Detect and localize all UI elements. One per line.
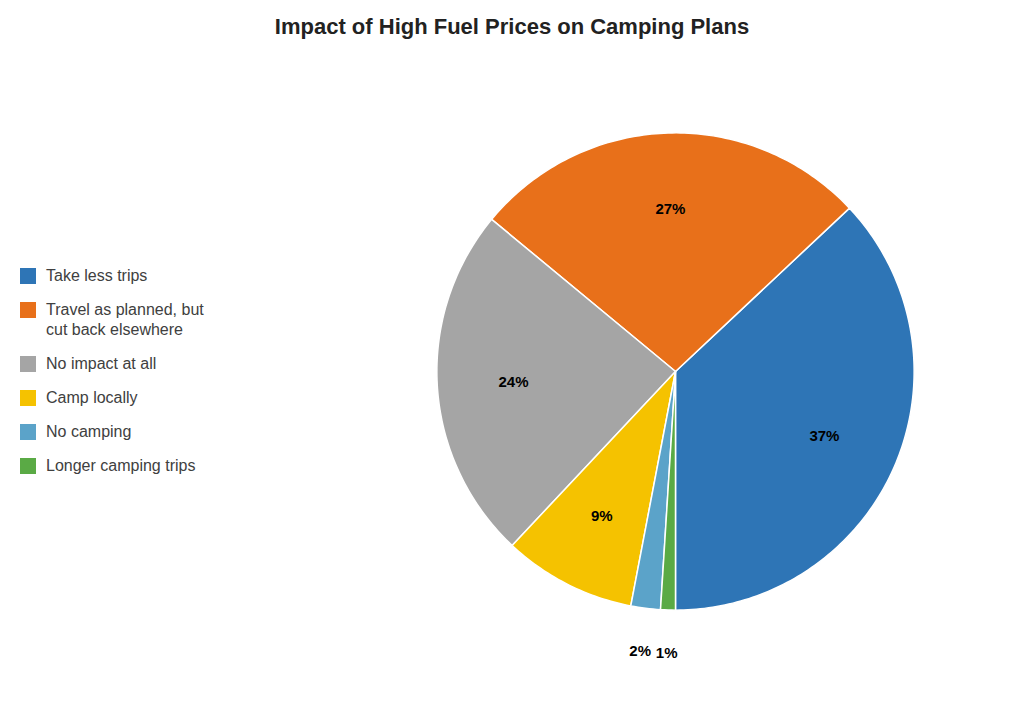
html-text:Take less trips: Take less trips <box>46 267 148 284</box>
svg-text:2%: 2% <box>629 642 651 659</box>
html-text:Travel as planned, but cut bac: Travel as planned, but cut back elsewher… <box>46 301 204 338</box>
html-text:Longer camping trips: Longer camping trips <box>46 457 196 474</box>
svg-text:9%: 9% <box>591 507 613 524</box>
html-text:No impact at all: No impact at all <box>46 355 157 372</box>
svg-text:37%: 37% <box>809 427 839 444</box>
html-text:No camping: No camping <box>46 423 132 440</box>
svg-text:27%: 27% <box>655 200 685 217</box>
svg-text:24%: 24% <box>499 372 529 389</box>
svg-text:1%: 1% <box>656 644 678 661</box>
html-text:Impact of High Fuel Prices on: Impact of High Fuel Prices on Camping Pl… <box>274 14 750 39</box>
html-text:Camp locally: Camp locally <box>46 389 138 406</box>
